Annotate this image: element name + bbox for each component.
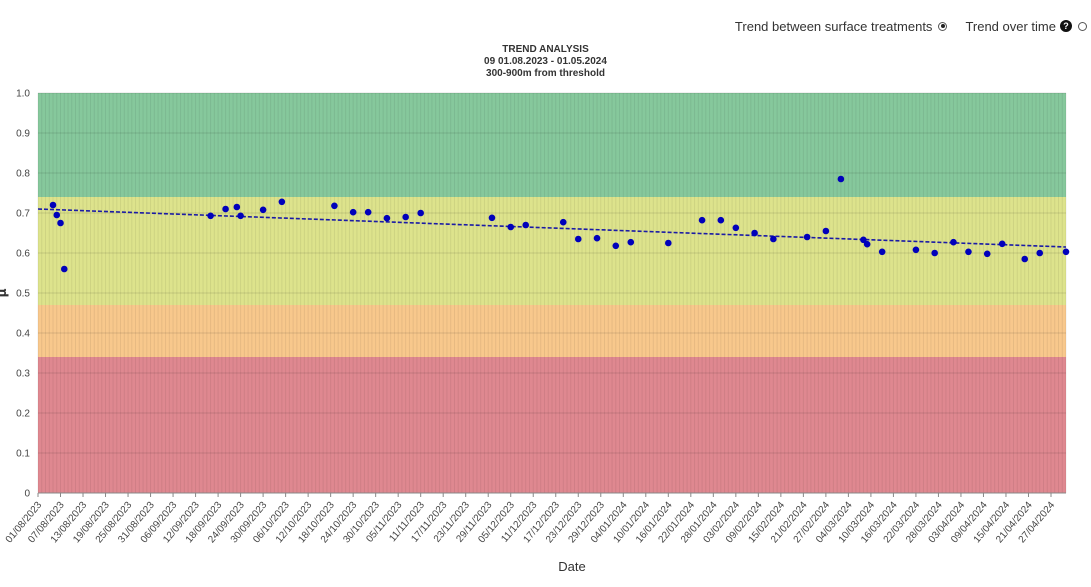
chart-title: TREND ANALYSIS	[502, 44, 589, 55]
y-tick-label: 1.0	[16, 89, 30, 100]
data-point	[717, 216, 725, 224]
y-tick-label: 0.5	[16, 289, 30, 300]
data-point	[863, 240, 871, 248]
trend-surface-treatments-radio[interactable]	[938, 21, 948, 31]
data-point	[665, 239, 672, 247]
data-point	[53, 211, 61, 219]
y-axis-title: μ	[0, 288, 9, 297]
data-point	[233, 203, 241, 211]
data-point	[522, 221, 530, 229]
help-icon[interactable]: ?	[1060, 20, 1072, 32]
data-point	[950, 238, 957, 246]
band-0	[38, 357, 1066, 493]
data-point	[878, 248, 886, 256]
trend-mode-selector: Trend between surface treatments Trend o…	[735, 16, 1087, 36]
data-point	[1036, 249, 1044, 257]
trend-over-time-option[interactable]: Trend over time ?	[965, 19, 1087, 34]
band-3	[38, 93, 1066, 197]
y-tick-label: 0.6	[16, 249, 30, 260]
chart-subtitle-range: 300-900m from threshold	[486, 68, 605, 79]
data-point	[488, 214, 496, 222]
data-point	[612, 242, 620, 250]
data-point	[57, 219, 64, 227]
trend-surface-treatments-option[interactable]: Trend between surface treatments	[735, 19, 948, 34]
data-point	[860, 236, 867, 244]
data-point	[837, 175, 845, 183]
y-tick-label: 0.9	[16, 129, 30, 140]
data-point	[732, 224, 740, 232]
y-tick-label: 0.4	[16, 329, 30, 340]
data-point	[574, 235, 582, 243]
trend-over-time-radio[interactable]	[1078, 21, 1087, 31]
data-point	[364, 208, 372, 216]
data-point	[1062, 248, 1070, 256]
data-point	[60, 265, 68, 273]
data-point	[698, 216, 706, 224]
data-point	[1021, 255, 1029, 263]
data-point	[383, 214, 391, 222]
data-point	[559, 218, 567, 226]
data-point	[507, 223, 515, 231]
data-point	[803, 233, 811, 241]
band-1	[38, 305, 1066, 357]
y-tick-label: 0	[24, 489, 30, 500]
data-point	[965, 248, 972, 256]
data-point	[278, 198, 286, 206]
data-point	[627, 238, 635, 246]
data-point	[331, 202, 338, 210]
y-tick-label: 0.1	[16, 449, 30, 460]
data-point	[912, 246, 920, 254]
data-point	[222, 205, 229, 213]
chart-titles: TREND ANALYSIS 09 01.08.2023 - 01.05.202…	[0, 44, 1091, 80]
data-point	[49, 201, 57, 209]
data-point	[417, 209, 424, 217]
x-axis-title: Date	[558, 559, 585, 574]
y-tick-label: 0.3	[16, 369, 30, 380]
data-point	[751, 229, 758, 237]
trend-over-time-label: Trend over time	[965, 18, 1056, 34]
data-point	[402, 213, 409, 221]
chart-subtitle-period: 09 01.08.2023 - 01.05.2024	[484, 56, 607, 67]
y-tick-label: 0.8	[16, 169, 30, 180]
data-point	[207, 212, 214, 220]
trend-surface-treatments-label: Trend between surface treatments	[734, 18, 933, 34]
data-point	[237, 212, 244, 220]
data-point	[770, 235, 777, 243]
data-point	[349, 208, 357, 216]
data-point	[593, 234, 601, 242]
y-tick-label: 0.2	[16, 409, 30, 420]
data-point	[259, 206, 267, 214]
data-point	[931, 249, 938, 257]
data-point	[822, 227, 830, 235]
y-tick-label: 0.7	[16, 209, 30, 220]
data-point	[983, 250, 991, 258]
data-point	[998, 240, 1006, 248]
